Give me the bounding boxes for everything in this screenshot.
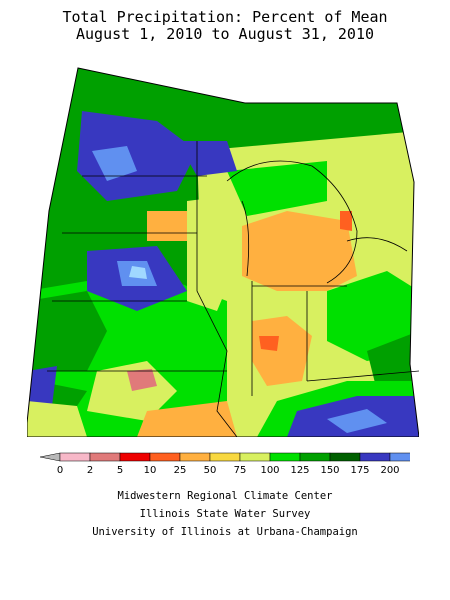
legend-swatch: [149, 452, 181, 462]
color-legend: 0 2 5 10 25 50 75 100 125 150 175 200: [40, 452, 410, 476]
precipitation-fill: [27, 68, 419, 437]
legend-tick-label: 150: [320, 465, 339, 476]
legend-swatch: [179, 452, 211, 462]
legend-tick-label: 5: [117, 465, 123, 476]
legend-swatch: [329, 452, 361, 462]
precipitation-map: [27, 51, 419, 437]
credit-isws: Illinois State Water Survey: [139, 508, 311, 520]
legend-tick-label: 25: [174, 465, 187, 476]
legend-tick-label: 2: [87, 465, 93, 476]
legend-swatch: [389, 452, 410, 462]
legend-arrow-low: [40, 452, 61, 462]
legend-tick-label: 50: [204, 465, 217, 476]
legend-tick-label: 75: [234, 465, 247, 476]
state-boundaries: [47, 141, 419, 437]
credit-mrcc: Midwestern Regional Climate Center: [117, 490, 333, 502]
legend-swatch: [239, 452, 271, 462]
legend-tick-label: 175: [350, 465, 369, 476]
legend-swatch: [59, 452, 91, 462]
map-date-range: August 1, 2010 to August 31, 2010: [75, 25, 374, 43]
legend-swatch: [89, 452, 121, 462]
legend-swatch: [359, 452, 391, 462]
legend-tick-label: 0: [57, 465, 63, 476]
legend-swatch: [299, 452, 331, 462]
legend-tick-label: 100: [260, 465, 279, 476]
legend-swatch: [269, 452, 301, 462]
credit-uiuc: University of Illinois at Urbana-Champai…: [92, 526, 358, 538]
legend-tick-label: 200: [380, 465, 399, 476]
legend-swatch: [209, 452, 241, 462]
legend-tick-label: 10: [144, 465, 157, 476]
map-title: Total Precipitation: Percent of Mean: [62, 8, 388, 26]
legend-swatch: [119, 452, 151, 462]
legend-tick-label: 125: [290, 465, 309, 476]
